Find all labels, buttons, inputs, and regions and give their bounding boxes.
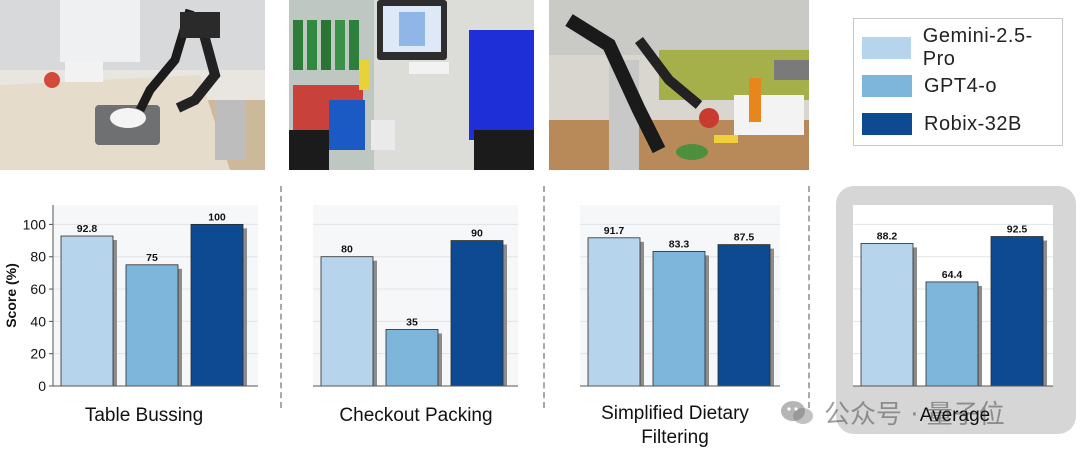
y-tick-label: 40 <box>30 313 46 329</box>
y-axis-label: Score (%) <box>3 263 19 328</box>
bar-gemini-2-5-pro <box>587 237 641 387</box>
panel-title-dietary-filtering: Simplified Dietary Filtering <box>601 403 749 448</box>
y-tick-label: 80 <box>30 249 46 265</box>
data-label: 91.7 <box>604 225 625 237</box>
legend-swatch-gemini <box>862 37 911 59</box>
data-label: 80 <box>341 244 353 256</box>
photo-dietary-filtering <box>549 0 809 170</box>
legend-item-gpt4o: GPT4-o <box>862 73 997 99</box>
y-tick-label: 60 <box>30 281 46 297</box>
bar-gemini-2-5-pro <box>60 235 114 387</box>
data-label: 87.5 <box>734 232 755 244</box>
legend-item-gemini: Gemini-2.5-Pro <box>862 25 1062 70</box>
watermark-text: 公众号 · 量子位 <box>824 400 1005 430</box>
watermark: 公众号 · 量子位 <box>780 394 1005 431</box>
bar-robix-32b <box>190 223 244 387</box>
photo-table-bussing <box>0 0 265 170</box>
data-label: 35 <box>406 316 418 328</box>
panel-title-table-bussing: Table Bussing <box>84 405 204 426</box>
data-label: 100 <box>208 211 226 223</box>
legend-label-gemini: Gemini-2.5-Pro <box>922 25 1033 70</box>
bar-robix-32b <box>990 236 1044 387</box>
data-label: 83.3 <box>669 238 690 250</box>
bar-gpt4-o <box>652 250 706 387</box>
data-label: 92.5 <box>1007 224 1028 236</box>
data-label: 92.8 <box>77 223 98 235</box>
bar-robix-32b <box>450 240 504 387</box>
y-tick-label: 0 <box>38 378 46 394</box>
photo-checkout-packing <box>289 0 534 170</box>
bar-gemini-2-5-pro <box>860 243 914 387</box>
bar-robix-32b <box>717 244 771 387</box>
bar-gemini-2-5-pro <box>320 256 374 387</box>
data-label: 88.2 <box>877 230 898 242</box>
legend-label-gpt4o: GPT4-o <box>924 74 998 97</box>
wechat-icon <box>780 399 814 427</box>
data-label: 90 <box>471 228 483 240</box>
data-label: 75 <box>146 252 158 264</box>
legend-swatch-robix <box>862 113 912 135</box>
legend-swatch-gpt4o <box>862 75 912 97</box>
panel-separator <box>808 186 810 408</box>
data-label: 64.4 <box>942 269 963 281</box>
panel-separator <box>543 186 545 408</box>
chart-legend: Gemini-2.5-Pro GPT4-o Robix-32B <box>853 18 1063 146</box>
y-tick-label: 100 <box>23 216 47 232</box>
bar-gpt4-o <box>385 329 439 387</box>
panel-title-average: Average <box>919 405 991 426</box>
panel-title-checkout-packing: Checkout Packing <box>339 405 493 426</box>
legend-item-robix: Robix-32B <box>862 111 1022 137</box>
y-tick-label: 20 <box>30 346 46 362</box>
legend-label-robix: Robix-32B <box>924 112 1022 135</box>
panel-separator <box>280 186 282 408</box>
bar-gpt4-o <box>125 264 179 387</box>
bar-gpt4-o <box>925 281 979 387</box>
